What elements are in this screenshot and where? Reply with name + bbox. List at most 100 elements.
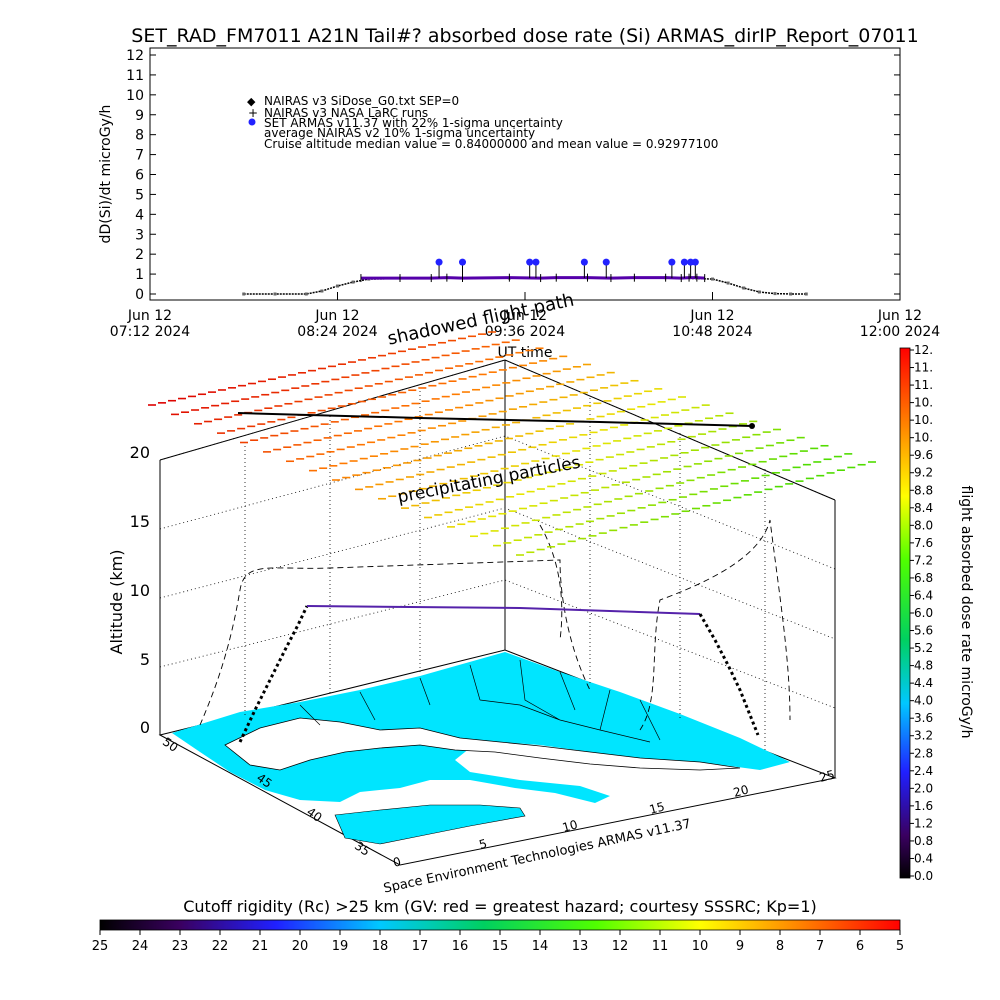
plot-frame: [149, 47, 901, 301]
sea-region: [172, 652, 790, 803]
colorbar-tick-label: 0.4: [914, 851, 933, 865]
x-tick-label-date: Jun 12: [314, 308, 359, 324]
armas-spike-point: [526, 258, 534, 266]
shadowed-flight-path-label: shadowed flight path: [386, 290, 576, 350]
cutoff-tick-label: 21: [252, 939, 269, 954]
y-tick-label: 5: [135, 187, 144, 203]
nairas-point: [742, 286, 746, 290]
colorbar-tick-label: 12.: [914, 343, 933, 357]
colorbar-tick-label: 0.8: [914, 834, 933, 848]
box-frame: [159, 359, 836, 778]
colorbar-tick-label: 6.4: [914, 588, 933, 602]
cutoff-tick-label: 10: [692, 939, 709, 954]
cutoff-tick-label: 14: [532, 939, 549, 954]
cutoff-gradient: [99, 919, 901, 931]
cutoff-tick-label: 12: [612, 939, 629, 954]
colorbar-tick-label: 2.0: [914, 781, 933, 795]
cutoff-tick-label: 8: [776, 939, 784, 954]
colorbar-tick-label: 5.2: [914, 641, 933, 655]
colorbar-tick-label: 6.0: [914, 606, 933, 620]
y-tick-label: 7: [135, 148, 144, 164]
nairas-point: [242, 292, 246, 296]
legend-entry: NAIRAS v3 SiDose_G0.txt SEP=0: [264, 94, 459, 108]
legend: ◆ NAIRAS v3 SiDose_G0.txt SEP=0 + NAIRAS…: [247, 94, 718, 151]
colorbar-tick-label: 7.2: [914, 553, 933, 567]
nairas-point: [273, 292, 277, 296]
longitude-tick-label: 5: [477, 836, 488, 852]
colorbar-tick-label: 11.: [914, 361, 933, 375]
legend-symbol-dot: [248, 118, 256, 126]
armas-spike-point: [435, 258, 443, 266]
figure-title: SET_RAD_FM7011 A21N Tail#? absorbed dose…: [131, 25, 918, 47]
africa-coast: [334, 804, 526, 845]
legend-entry: average NAIRAS v2 10% 1-sigma uncertaint…: [264, 126, 535, 140]
y-tick-label: 10: [126, 88, 144, 104]
y-tick-label: 6: [135, 168, 144, 184]
flight-altitude-profile: [238, 605, 760, 743]
x-tick-label-date: Jun 12: [689, 308, 734, 324]
colorbar-tick-label: 10.: [914, 413, 933, 427]
cutoff-tick-label: 20: [292, 939, 309, 954]
y-tick-label: 3: [135, 227, 144, 243]
nairas-point: [351, 280, 355, 284]
colorbar-tick-label: 1.2: [914, 816, 933, 830]
legend-symbol-plus: +: [248, 106, 258, 120]
colorbar-tick-label: 11.: [914, 378, 933, 392]
altitude-axis-ticks: 0 5 10 15 20: [130, 443, 150, 737]
nairas-point: [757, 290, 761, 294]
altitude-grid: [159, 359, 836, 750]
armas-spike-point: [602, 258, 610, 266]
colorbar-tick-label: 2.4: [914, 764, 933, 778]
x-tick-label-time: 07:12 2024: [110, 324, 191, 340]
series-marks: [242, 258, 808, 296]
longitude-tick-label: 0: [391, 854, 402, 870]
longitude-tick-label: 15: [648, 799, 666, 816]
colorbar-tick-label: 0.0: [914, 869, 933, 883]
colorbar-tick-label: 8.0: [914, 518, 933, 532]
y-tick-label: 8: [135, 128, 144, 144]
legend-entry: SET ARMAS v11.37 with 22% 1-sigma uncert…: [264, 116, 563, 130]
armas-spike-point: [680, 258, 688, 266]
y-tick-label: 2: [135, 247, 144, 263]
longitude-tick-label: 10: [561, 817, 579, 834]
altitude-tick-label: 0: [140, 718, 150, 737]
x-tick-label-date: Jun 12: [877, 308, 922, 324]
cutoff-tick-label: 17: [412, 939, 429, 954]
y-tick-label: 1: [135, 267, 144, 283]
cutoff-tick-label: 7: [816, 939, 824, 954]
x-tick-label-time: 09:36 2024: [485, 324, 566, 340]
nairas-point: [320, 289, 324, 293]
altitude-tick-label: 5: [140, 650, 150, 669]
y-axis-label: dD(Si)/dt microGy/h: [98, 105, 114, 244]
shadowed-flight-path-curves: [199, 519, 791, 731]
x-tick-label-time: 10:48 2024: [672, 324, 753, 340]
cutoff-tick-label: 24: [132, 939, 149, 954]
y-tick-label: 11: [126, 68, 144, 84]
longitude-tick-label: 25: [818, 767, 836, 784]
cutoff-tick-label: 11: [652, 939, 669, 954]
colorbar-tick-label: 9.6: [914, 448, 933, 462]
colorbar-tick-label: 8.8: [914, 483, 933, 497]
x-tick-label-time: 12:00 2024: [860, 324, 941, 340]
nairas-point: [726, 281, 730, 285]
top-flight-path-end: [749, 423, 755, 429]
armas-spike-point: [668, 258, 676, 266]
legend-symbol-diamond: ◆: [247, 95, 256, 108]
cutoff-tick-label: 13: [572, 939, 589, 954]
cutoff-tick-label: 6: [856, 939, 864, 954]
altitude-axis-label: Altitude (km): [107, 550, 126, 655]
colorbar-tick-label: 4.8: [914, 659, 933, 673]
nairas-point: [304, 292, 308, 296]
land-region: [224, 717, 741, 771]
armas-spike-point: [691, 258, 699, 266]
legend-entry: Cruise altitude median value = 0.8400000…: [264, 137, 718, 151]
cutoff-tick-label: 23: [172, 939, 189, 954]
nairas-series-line: [243, 276, 807, 295]
nairas-point: [336, 284, 339, 288]
cutoff-tick-label: 22: [212, 939, 229, 954]
